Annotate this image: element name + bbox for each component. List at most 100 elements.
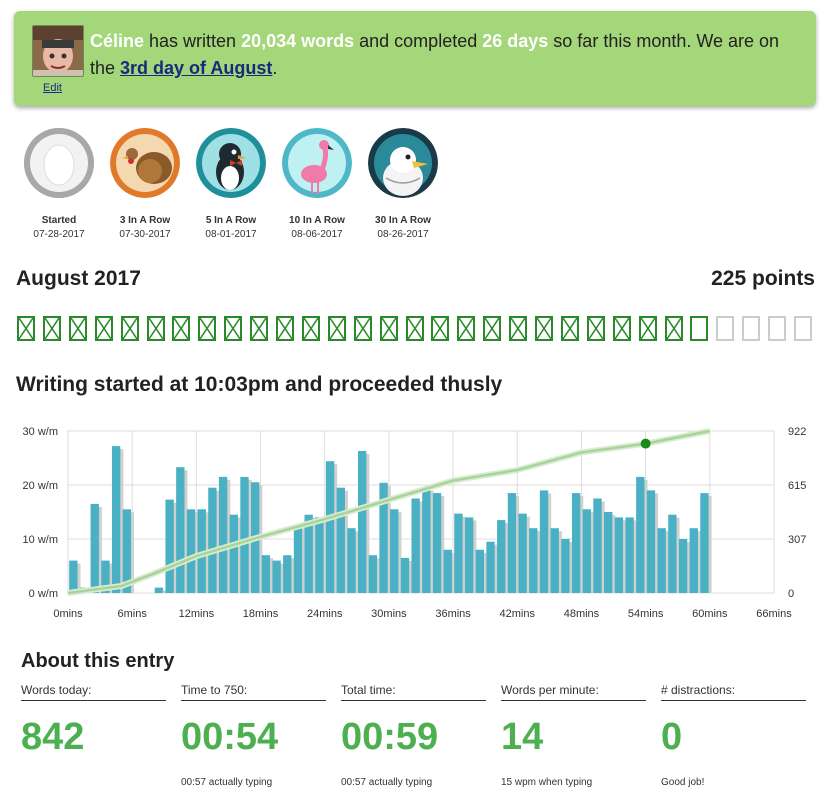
avatar[interactable] [32,25,84,77]
day-box[interactable] [560,316,579,341]
badge-3-in-a-row[interactable]: 3 In A Row 07-30-2017 [108,128,182,240]
day-box[interactable] [68,316,87,341]
day-box[interactable] [327,316,346,341]
bar [646,490,656,593]
badge-5-in-a-row[interactable]: 5 In A Row 08-01-2017 [194,128,268,240]
stat-value: 842 [21,716,85,758]
day-box[interactable] [379,316,398,341]
stat-label: Words today: [21,683,166,701]
badge-started[interactable]: Started 07-28-2017 [22,128,96,240]
bar [111,446,121,593]
x-tick-label: 18mins [243,608,279,620]
day-box[interactable] [586,316,605,341]
bar [347,528,356,593]
badge-date: 08-26-2017 [377,229,429,240]
badge-date: 08-06-2017 [291,229,343,240]
month-title: August 2017 [16,267,141,290]
day-box[interactable] [664,316,683,341]
bar [229,514,238,593]
bar [400,557,410,593]
day-box[interactable] [250,316,269,341]
stat-sub: 00:57 actually typing [341,777,433,788]
day-box[interactable] [353,316,372,341]
bar [539,490,549,593]
stat-4: # distractions: 0 Good job! [661,683,806,788]
bar [240,476,249,593]
day-box[interactable] [146,316,165,341]
bar [101,560,110,593]
day-box[interactable] [431,316,450,341]
day-box[interactable] [768,316,787,341]
turkey-icon [110,128,180,198]
day-box[interactable] [483,316,502,341]
stat-sub: 15 wpm when typing [501,777,593,788]
bar [657,528,666,593]
day-box[interactable] [276,316,294,341]
bar [122,509,132,593]
current-day-link[interactable]: 3rd day of August [120,58,273,78]
edit-avatar-link[interactable]: Edit [43,82,62,94]
day-box[interactable] [224,316,243,341]
stat-3: Words per minute: 14 15 wpm when typing [501,683,646,788]
banner-text-3: so far this month. We are on the [90,31,780,78]
day-box[interactable] [509,316,528,341]
bar [432,493,442,593]
badge-30-in-a-row[interactable]: 30 In A Row 08-26-2017 [366,128,440,240]
x-tick-label: 24mins [307,608,343,620]
day-box[interactable] [742,316,761,341]
y-tick-label-right: 0 [788,588,794,600]
day-box[interactable] [94,316,113,341]
day-box[interactable] [535,316,553,341]
bar [497,520,506,593]
current-point-marker [640,438,651,449]
day-box[interactable] [301,316,320,341]
bar [571,493,581,593]
day-box[interactable] [172,316,191,341]
day-box[interactable] [42,316,61,341]
chart-title: Writing started at 10:03pm and proceeded… [16,373,503,396]
y-tick-label-left: 30 w/m [23,426,58,438]
bar [90,503,99,593]
day-box[interactable] [198,316,217,341]
badge-name: 3 In A Row [119,215,171,226]
day-box[interactable] [120,316,139,341]
cumulative-line [67,429,711,595]
bar [678,539,688,593]
bar [550,528,559,593]
about-title: About this entry [21,650,175,672]
day-box[interactable] [17,316,35,341]
day-box[interactable] [716,316,735,341]
bar [443,549,452,593]
bar [208,487,217,593]
day-box[interactable] [457,316,476,341]
penguin-icon [196,128,266,198]
badge-date: 08-01-2017 [205,229,257,240]
bar [464,517,474,593]
bar [518,513,527,593]
stat-2: Total time: 00:59 00:57 actually typing [341,683,486,788]
bar [507,493,517,593]
bar [529,528,538,593]
y-tick-label-right: 615 [788,480,806,492]
bar [668,514,677,593]
badge-name: 30 In A Row [375,215,431,226]
day-box[interactable] [405,316,424,341]
x-tick-label: 6mins [118,608,148,620]
bar [368,555,378,593]
day-box[interactable] [690,316,709,341]
day-box[interactable] [638,316,657,341]
day-box[interactable] [794,316,812,341]
stat-label: Time to 750: [181,683,326,701]
x-tick-label: 12mins [179,608,215,620]
stat-0: Words today: 842 [21,683,166,777]
days-count: 26 days [482,31,549,51]
bar [336,487,345,593]
bar [689,528,698,593]
day-box[interactable] [612,316,631,341]
badge-10-in-a-row[interactable]: 10 In A Row 08-06-2017 [280,128,354,240]
bar [604,512,613,593]
points-total: 225 points [711,267,815,290]
banner-text-1: has written [144,31,242,51]
stat-sub: Good job! [661,777,705,788]
x-tick-label: 48mins [564,608,600,620]
